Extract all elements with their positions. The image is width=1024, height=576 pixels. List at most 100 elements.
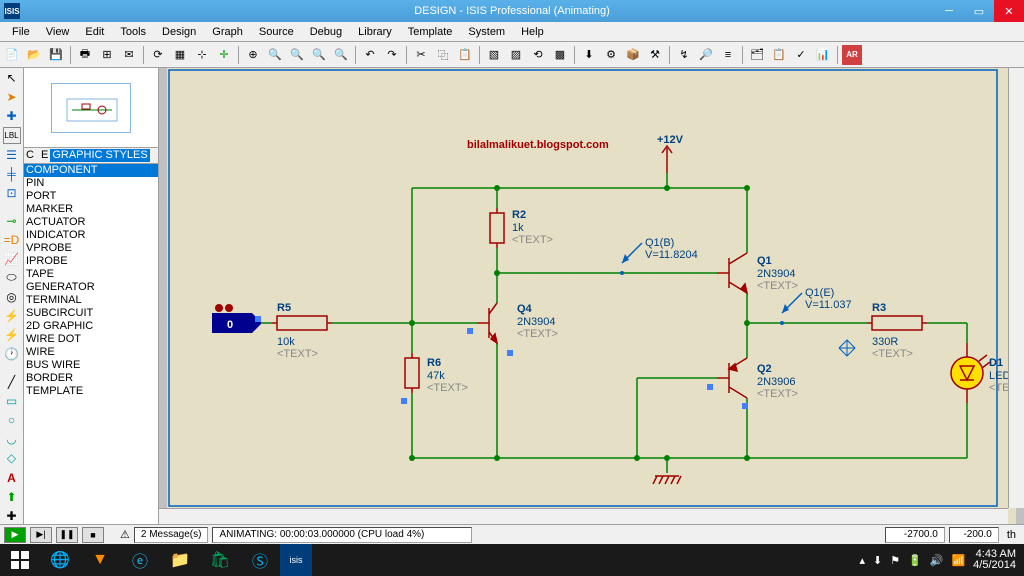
graph-tool[interactable]: 📈 xyxy=(3,251,21,267)
decompose-button[interactable]: ⚒ xyxy=(645,45,665,65)
pause-button[interactable]: ❚❚ xyxy=(56,527,78,543)
tray-power-icon[interactable]: 🔋 xyxy=(908,554,922,567)
play-button[interactable]: ▶ xyxy=(4,527,26,543)
circle-tool[interactable]: ○ xyxy=(3,412,21,428)
bus-tool[interactable]: ╪ xyxy=(3,166,21,182)
selection-tool[interactable]: ↖ xyxy=(3,70,21,86)
menu-file[interactable]: File xyxy=(4,24,38,40)
origin-button[interactable]: ⊹ xyxy=(192,45,212,65)
netlist-button[interactable]: 📋 xyxy=(769,45,789,65)
taskbar-store-icon[interactable]: 🛍 xyxy=(200,544,240,576)
wire-autoroute-button[interactable]: ↯ xyxy=(674,45,694,65)
system-tray[interactable]: ▴ ⬇ ⚑ 🔋 🔊 📶 4:43 AM 4/5/2014 xyxy=(859,549,1024,571)
taskbar-chrome-icon[interactable]: 🌐 xyxy=(40,544,80,576)
save-button[interactable]: 💾 xyxy=(46,45,66,65)
zoom-in-button[interactable]: 🔍 xyxy=(265,45,285,65)
taskbar-ie-icon[interactable]: ⓔ xyxy=(120,544,160,576)
property-button[interactable]: ≡ xyxy=(718,45,738,65)
tray-network-icon[interactable]: 📶 xyxy=(951,554,965,567)
ares-button[interactable]: AR xyxy=(842,45,862,65)
probe-i-tool[interactable]: ⚡ xyxy=(3,327,21,343)
component-list[interactable]: COMPONENT PIN PORT MARKER ACTUATOR INDIC… xyxy=(24,164,158,524)
box-tool[interactable]: ▭ xyxy=(3,393,21,409)
menu-system[interactable]: System xyxy=(460,24,513,40)
taskbar-explorer-icon[interactable]: 📁 xyxy=(160,544,200,576)
list-item[interactable]: WIRE xyxy=(24,346,158,359)
zoom-out-button[interactable]: 🔍 xyxy=(287,45,307,65)
list-item[interactable]: TAPE xyxy=(24,268,158,281)
refresh-button[interactable]: ⟳ xyxy=(148,45,168,65)
menu-view[interactable]: View xyxy=(38,24,78,40)
taskbar-skype-icon[interactable]: Ⓢ xyxy=(240,544,280,576)
list-item[interactable]: TERMINAL xyxy=(24,294,158,307)
vertical-scrollbar[interactable] xyxy=(1008,68,1024,508)
new-button[interactable]: 📄 xyxy=(2,45,22,65)
maximize-button[interactable]: ▭ xyxy=(964,0,994,22)
pick-button[interactable]: ⬇ xyxy=(579,45,599,65)
subcircuit-tool[interactable]: ⊡ xyxy=(3,185,21,201)
list-item[interactable]: COMPONENT xyxy=(24,164,158,177)
wire-label-tool[interactable]: LBL xyxy=(3,127,21,143)
list-item[interactable]: PIN xyxy=(24,177,158,190)
cut-button[interactable]: ✂ xyxy=(411,45,431,65)
component-tool[interactable]: ➤ xyxy=(3,89,21,105)
list-item[interactable]: BUS WIRE xyxy=(24,359,158,372)
list-item[interactable]: WIRE DOT xyxy=(24,333,158,346)
make-button[interactable]: ⚙ xyxy=(601,45,621,65)
menu-tools[interactable]: Tools xyxy=(112,24,154,40)
probe-v-tool[interactable]: ⚡ xyxy=(3,308,21,324)
menu-edit[interactable]: Edit xyxy=(77,24,112,40)
menu-debug[interactable]: Debug xyxy=(302,24,350,40)
taskbar-vlc-icon[interactable]: ▼ xyxy=(80,544,120,576)
device-pin-tool[interactable]: =D xyxy=(3,232,21,248)
list-tabs[interactable]: C E xyxy=(26,149,50,162)
schematic-canvas[interactable]: bilalmalikuet.blogspot.com +12V xyxy=(159,68,1024,524)
tray-action-icon[interactable]: ⚑ xyxy=(890,554,900,567)
zoom-area-button[interactable]: 🔍 xyxy=(331,45,351,65)
terminal-tool[interactable]: ⊸ xyxy=(3,212,21,228)
search-button[interactable]: 🔎 xyxy=(696,45,716,65)
list-item[interactable]: INDICATOR xyxy=(24,229,158,242)
list-item[interactable]: IPROBE xyxy=(24,255,158,268)
block-move-button[interactable]: ▨ xyxy=(506,45,526,65)
tray-idm-icon[interactable]: ⬇ xyxy=(873,554,882,567)
design-explorer-button[interactable]: 🗂 xyxy=(747,45,767,65)
line-tool[interactable]: ╱ xyxy=(3,374,21,390)
close-button[interactable]: ✕ xyxy=(994,0,1024,22)
block-rotate-button[interactable]: ⟲ xyxy=(528,45,548,65)
menu-template[interactable]: Template xyxy=(400,24,461,40)
area-button[interactable]: ⊞ xyxy=(97,45,117,65)
stop-button[interactable]: ■ xyxy=(82,527,104,543)
block-delete-button[interactable]: ▩ xyxy=(550,45,570,65)
menu-library[interactable]: Library xyxy=(350,24,400,40)
list-item[interactable]: TEMPLATE xyxy=(24,385,158,398)
zoom-all-button[interactable]: 🔍 xyxy=(309,45,329,65)
copy-button[interactable]: ⿻ xyxy=(433,45,453,65)
list-item[interactable]: 2D GRAPHIC xyxy=(24,320,158,333)
path-tool[interactable]: ◇ xyxy=(3,450,21,466)
menu-graph[interactable]: Graph xyxy=(204,24,251,40)
horizontal-scrollbar[interactable] xyxy=(159,508,1008,524)
taskbar-isis-icon[interactable]: isis xyxy=(280,544,312,576)
erc-button[interactable]: ✓ xyxy=(791,45,811,65)
menu-design[interactable]: Design xyxy=(154,24,204,40)
list-item[interactable]: MARKER xyxy=(24,203,158,216)
open-button[interactable]: 📂 xyxy=(24,45,44,65)
undo-button[interactable]: ↶ xyxy=(360,45,380,65)
list-item[interactable]: BORDER xyxy=(24,372,158,385)
instrument-tool[interactable]: 🕐 xyxy=(3,346,21,362)
zoom-center-button[interactable]: ⊕ xyxy=(243,45,263,65)
step-button[interactable]: ▶| xyxy=(30,527,52,543)
minimize-button[interactable]: ─ xyxy=(934,0,964,22)
tape-tool[interactable]: ⬭ xyxy=(3,270,21,286)
grid-button[interactable]: ▦ xyxy=(170,45,190,65)
bom-button[interactable]: 📊 xyxy=(813,45,833,65)
junction-tool[interactable]: ✚ xyxy=(3,108,21,124)
symbol-tool[interactable]: ⬆ xyxy=(3,489,21,505)
tray-up-icon[interactable]: ▴ xyxy=(859,554,865,567)
list-item[interactable]: PORT xyxy=(24,190,158,203)
list-item[interactable]: ACTUATOR xyxy=(24,216,158,229)
text-tool[interactable]: ☰ xyxy=(3,147,21,163)
marker-tool[interactable]: ✚ xyxy=(3,508,21,524)
block-copy-button[interactable]: ▧ xyxy=(484,45,504,65)
